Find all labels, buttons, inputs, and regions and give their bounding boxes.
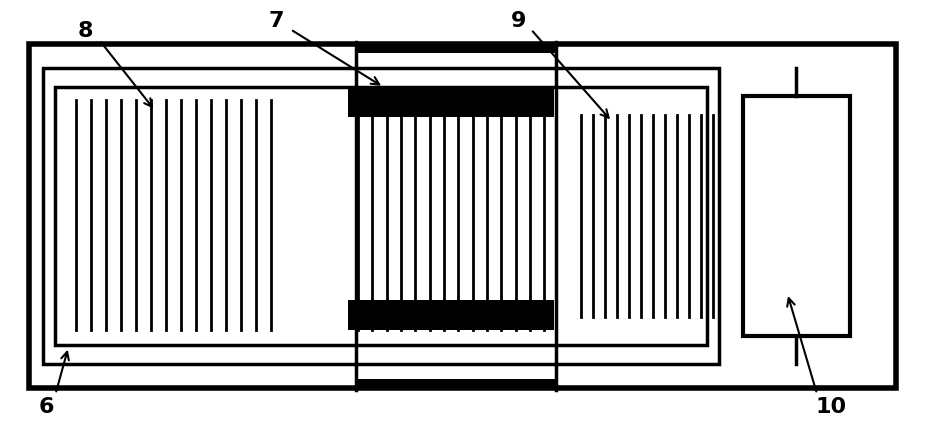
- Text: 8: 8: [78, 22, 94, 41]
- Text: 9: 9: [511, 11, 526, 31]
- Bar: [348, 87, 554, 117]
- Text: 10: 10: [815, 397, 846, 417]
- Text: 6: 6: [38, 397, 54, 417]
- Bar: [742, 96, 850, 336]
- Bar: [355, 42, 556, 53]
- Bar: [355, 379, 556, 390]
- Text: 7: 7: [268, 11, 284, 31]
- Bar: [348, 300, 554, 330]
- Bar: [43, 68, 719, 364]
- Bar: [29, 44, 897, 388]
- Bar: [54, 87, 707, 345]
